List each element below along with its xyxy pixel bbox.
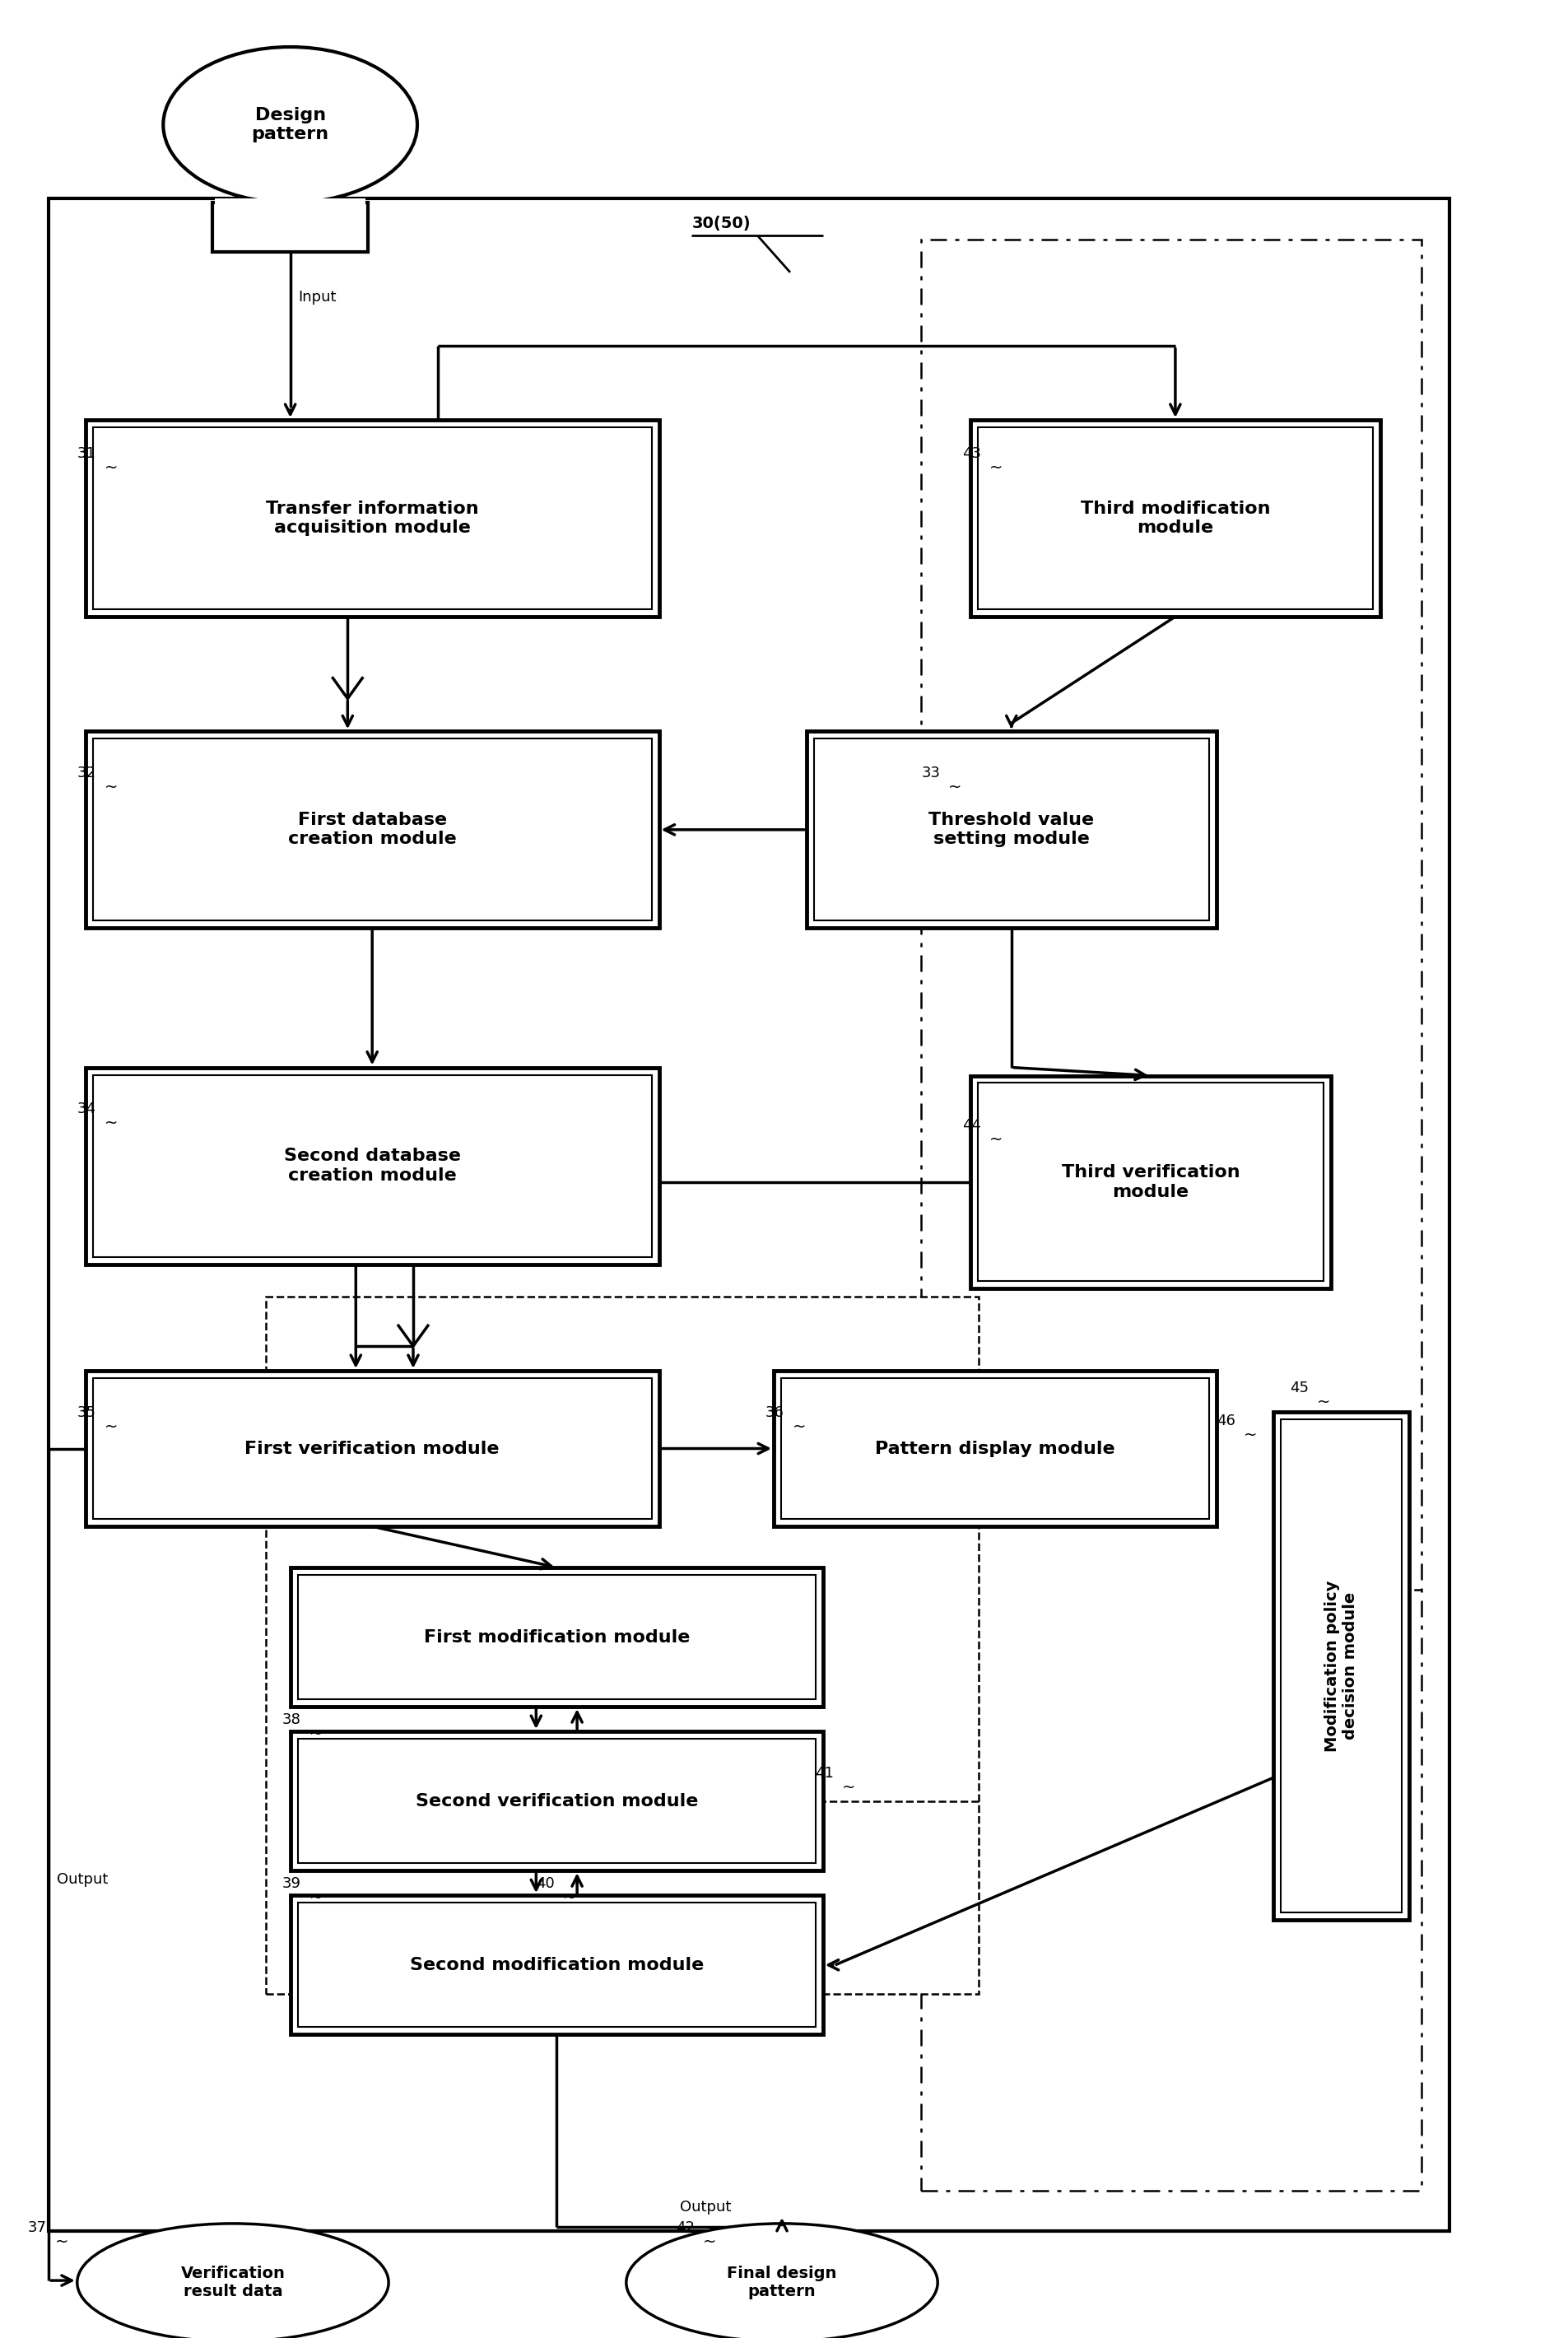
- Bar: [971, 1075, 1330, 1289]
- Text: Second verification module: Second verification module: [416, 1792, 698, 1809]
- Text: ~: ~: [1317, 1394, 1330, 1410]
- Text: ~: ~: [103, 1420, 118, 1434]
- Text: 33: 33: [920, 766, 939, 780]
- Bar: [814, 738, 1209, 921]
- Text: Third verification
module: Third verification module: [1062, 1164, 1239, 1200]
- Text: Output: Output: [679, 2200, 731, 2214]
- Bar: [93, 426, 651, 609]
- Text: Verification
result data: Verification result data: [180, 2266, 285, 2298]
- Ellipse shape: [77, 2224, 389, 2341]
- Bar: [85, 1068, 659, 1265]
- Text: 39: 39: [282, 1877, 301, 1891]
- Bar: [977, 1082, 1323, 1282]
- Text: ~: ~: [55, 2235, 69, 2249]
- Text: 1: 1: [168, 110, 177, 124]
- Text: 42: 42: [676, 2221, 695, 2235]
- Bar: [920, 239, 1421, 2191]
- Text: ~: ~: [103, 780, 118, 794]
- Bar: [977, 426, 1372, 609]
- Text: ~: ~: [103, 459, 118, 476]
- Text: Final design
pattern: Final design pattern: [726, 2266, 836, 2298]
- Text: ~: ~: [309, 1891, 323, 1905]
- Text: 43: 43: [961, 445, 980, 462]
- Text: ~: ~: [947, 780, 961, 794]
- Text: 38: 38: [282, 1713, 301, 1727]
- Text: Transfer information
acquisition module: Transfer information acquisition module: [265, 501, 478, 537]
- Bar: [215, 199, 365, 237]
- Bar: [298, 1739, 815, 1863]
- Text: Input: Input: [298, 291, 337, 305]
- Text: 44: 44: [961, 1118, 980, 1134]
- Ellipse shape: [626, 2224, 938, 2341]
- Text: 34: 34: [77, 1101, 96, 1118]
- Text: Second modification module: Second modification module: [409, 1956, 702, 1973]
- Text: Design
pattern: Design pattern: [251, 108, 329, 143]
- Text: Modification policy
decision module: Modification policy decision module: [1323, 1579, 1358, 1753]
- Bar: [806, 731, 1215, 928]
- Text: ~: ~: [989, 459, 1002, 476]
- Bar: [85, 731, 659, 928]
- Bar: [85, 419, 659, 616]
- Text: First database
creation module: First database creation module: [289, 813, 456, 848]
- Text: 32: 32: [77, 766, 96, 780]
- Text: 31: 31: [77, 445, 96, 462]
- Bar: [265, 1298, 978, 1994]
- Bar: [971, 419, 1380, 616]
- Text: ~: ~: [103, 1115, 118, 1132]
- Bar: [781, 1378, 1209, 1518]
- Text: Pattern display module: Pattern display module: [875, 1441, 1115, 1457]
- Text: Threshold value
setting module: Threshold value setting module: [928, 813, 1093, 848]
- Text: ~: ~: [563, 1891, 577, 1905]
- Text: ~: ~: [842, 1781, 855, 1795]
- Text: Third modification
module: Third modification module: [1080, 501, 1270, 537]
- Bar: [1273, 1413, 1408, 1919]
- Bar: [773, 1371, 1215, 1525]
- Ellipse shape: [163, 47, 417, 201]
- Text: ~: ~: [309, 1727, 323, 1741]
- Text: Output: Output: [56, 1872, 108, 1886]
- Text: 46: 46: [1215, 1413, 1234, 1427]
- Text: 41: 41: [814, 1767, 833, 1781]
- Bar: [93, 1075, 651, 1256]
- Text: ~: ~: [989, 1132, 1002, 1148]
- Text: ~: ~: [702, 2235, 715, 2249]
- Text: First modification module: First modification module: [423, 1628, 690, 1645]
- Text: Second database
creation module: Second database creation module: [284, 1148, 461, 1183]
- Text: First verification module: First verification module: [245, 1441, 499, 1457]
- Bar: [298, 1574, 815, 1699]
- Text: 45: 45: [1289, 1380, 1308, 1396]
- Text: 40: 40: [536, 1877, 555, 1891]
- Bar: [290, 1895, 823, 2034]
- Text: 35: 35: [77, 1406, 96, 1420]
- Text: ~: ~: [185, 124, 199, 141]
- Text: ~: ~: [792, 1420, 806, 1434]
- Text: 30(50): 30(50): [691, 216, 751, 232]
- Bar: [93, 1378, 651, 1518]
- Bar: [290, 1567, 823, 1706]
- Bar: [49, 199, 1449, 2231]
- Text: ~: ~: [1243, 1427, 1256, 1443]
- Bar: [298, 1903, 815, 2027]
- Bar: [212, 201, 368, 251]
- Bar: [290, 1731, 823, 1870]
- Text: 36: 36: [765, 1406, 784, 1420]
- Bar: [85, 1371, 659, 1525]
- Text: 37: 37: [28, 2221, 47, 2235]
- Bar: [1281, 1420, 1400, 1912]
- Bar: [93, 738, 651, 921]
